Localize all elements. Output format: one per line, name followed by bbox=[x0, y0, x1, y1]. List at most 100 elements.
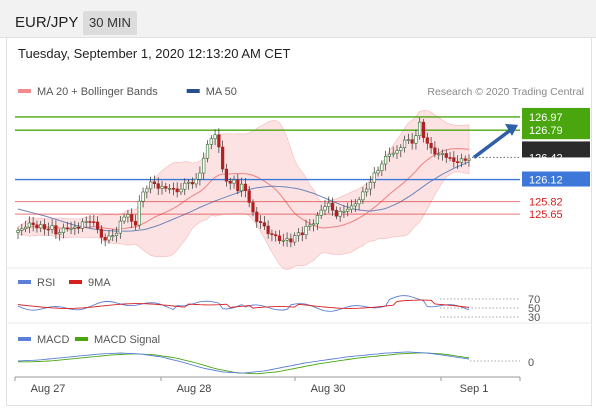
candle-body bbox=[384, 156, 388, 165]
candle-body bbox=[31, 222, 35, 226]
candle-body bbox=[304, 225, 308, 236]
macd-legend-label-1: MACD Signal bbox=[94, 334, 160, 346]
candle-body bbox=[80, 221, 85, 229]
candle-body bbox=[349, 205, 354, 210]
candle-body bbox=[338, 210, 342, 217]
candle-body bbox=[387, 153, 392, 157]
candle-body bbox=[429, 143, 433, 149]
candle-body bbox=[160, 186, 164, 189]
current-price-label: 126.42 bbox=[529, 152, 563, 164]
legend-label-0: MA 20 + Bollinger Bands bbox=[37, 86, 158, 98]
candle-body bbox=[164, 186, 168, 189]
candle-body bbox=[312, 223, 316, 226]
candle-body bbox=[440, 153, 445, 155]
candle-body bbox=[50, 225, 54, 230]
candle-body bbox=[376, 170, 380, 174]
candle-body bbox=[372, 172, 376, 183]
candle-body bbox=[99, 228, 103, 238]
candle-body bbox=[20, 228, 24, 231]
candle-body bbox=[198, 172, 202, 180]
candle-body bbox=[300, 232, 304, 236]
legend-swatch bbox=[18, 89, 31, 93]
chart-header: EUR/JPY 30 MIN bbox=[0, 0, 596, 38]
candle-body bbox=[410, 139, 414, 144]
candle-body bbox=[111, 235, 115, 237]
candle-body bbox=[361, 191, 365, 201]
instrument-symbol: EUR/JPY bbox=[15, 14, 79, 31]
macd-legend-label-0: MACD bbox=[37, 334, 69, 346]
ma20-line bbox=[17, 148, 470, 231]
candle-body bbox=[171, 188, 175, 190]
rsi-legend-label-1: 9MA bbox=[88, 277, 111, 289]
candle-body bbox=[334, 209, 338, 217]
candle-body bbox=[175, 188, 179, 193]
rsi-level-label-2: 30 bbox=[528, 312, 540, 324]
candle-body bbox=[266, 225, 270, 234]
candle-body bbox=[95, 221, 100, 230]
legend-swatch bbox=[69, 280, 82, 284]
candle-body bbox=[167, 188, 172, 190]
candle-body bbox=[88, 221, 92, 223]
legend-swatch bbox=[75, 337, 88, 341]
candle-body bbox=[118, 220, 122, 234]
candle-body bbox=[315, 215, 320, 225]
candle-body bbox=[240, 183, 244, 192]
x-tick-label-1: Aug 28 bbox=[177, 383, 212, 395]
candle-body bbox=[126, 214, 130, 218]
candle-body bbox=[380, 163, 384, 171]
candle-body bbox=[35, 224, 39, 229]
candle-body bbox=[149, 181, 153, 190]
candle-body bbox=[213, 134, 217, 140]
candle-body bbox=[444, 153, 448, 158]
candle-body bbox=[39, 224, 43, 229]
candle-body bbox=[190, 181, 194, 185]
rsi-ma-line bbox=[17, 299, 470, 309]
candle-body bbox=[54, 225, 58, 235]
candle-body bbox=[46, 228, 50, 231]
candle-body bbox=[130, 214, 134, 222]
candle-body bbox=[107, 235, 111, 241]
candle-body bbox=[323, 206, 327, 211]
candle-body bbox=[437, 153, 441, 156]
candle-body bbox=[141, 191, 145, 202]
candle-body bbox=[42, 224, 47, 230]
rsi-legend-label-0: RSI bbox=[37, 277, 55, 289]
chart-datetime: Tuesday, September 1, 2020 12:13:20 AM C… bbox=[18, 46, 291, 61]
candle-body bbox=[228, 180, 232, 184]
candle-body bbox=[152, 181, 157, 185]
candle-body bbox=[459, 158, 464, 163]
candle-body bbox=[319, 209, 323, 216]
timeframe-badge[interactable]: 30 MIN bbox=[83, 11, 137, 35]
candle-body bbox=[399, 147, 403, 151]
candle-body bbox=[58, 232, 62, 235]
candle-body bbox=[262, 222, 266, 227]
resistance-label-bg bbox=[522, 107, 590, 140]
bollinger-band bbox=[17, 109, 470, 270]
legend-swatch bbox=[18, 280, 31, 284]
candle-body bbox=[346, 208, 350, 212]
macd-level-label: 0 bbox=[528, 357, 534, 369]
candle-body bbox=[395, 150, 399, 154]
candle-body bbox=[73, 226, 77, 229]
candle-body bbox=[224, 168, 229, 182]
candle-body bbox=[296, 232, 301, 236]
candle-body bbox=[406, 139, 410, 141]
x-tick-label-0: Aug 27 bbox=[31, 383, 66, 395]
rsi-level-label-0: 70 bbox=[528, 294, 540, 306]
candle-body bbox=[92, 221, 96, 223]
candle-body bbox=[421, 121, 426, 138]
candle-body bbox=[114, 232, 119, 236]
candle-body bbox=[209, 138, 213, 145]
candle-body bbox=[433, 147, 437, 155]
candle-body bbox=[342, 210, 346, 213]
pivot-label-bg bbox=[522, 171, 590, 187]
candle-body bbox=[448, 157, 452, 159]
copyright-text: Research © 2020 Trading Central bbox=[427, 86, 584, 98]
candle-body bbox=[247, 190, 251, 203]
candle-body bbox=[402, 139, 407, 148]
x-tick-label-2: Aug 30 bbox=[311, 383, 346, 395]
candle-body bbox=[205, 144, 210, 159]
candle-body bbox=[270, 233, 274, 235]
candle-body bbox=[103, 237, 107, 241]
